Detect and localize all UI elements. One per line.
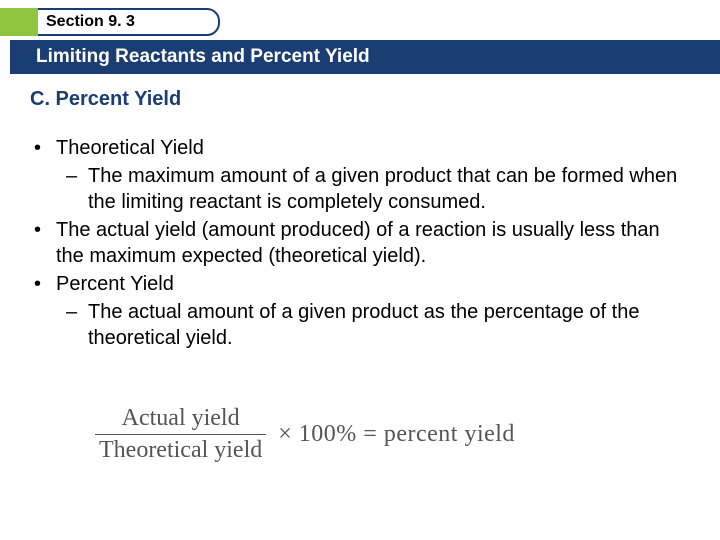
bullet-dot-icon: • [30,135,56,161]
slide: Section 9. 3 Limiting Reactants and Perc… [0,0,720,540]
bullet-dot-icon: • [30,271,56,297]
bullet-dash-icon: – [66,163,88,215]
formula-fraction: Actual yield Theoretical yield [95,405,266,464]
section-tab-label: Section 9. 3 [46,13,135,31]
slide-title: Limiting Reactants and Percent Yield [36,46,370,68]
bullet-dash-icon: – [66,299,88,351]
sub-bullet-text: The maximum amount of a given product th… [88,163,690,215]
sub-bullet-text: The actual amount of a given product as … [88,299,690,351]
bullet-text: Percent Yield [56,271,690,297]
bullet-item: • The actual yield (amount produced) of … [30,217,690,269]
title-bar: Limiting Reactants and Percent Yield [10,40,720,74]
bullet-dot-icon: • [30,217,56,269]
bullet-text: The actual yield (amount produced) of a … [56,217,690,269]
percent-yield-formula: Actual yield Theoretical yield × 100% = … [95,405,515,464]
section-tab-accent [0,8,38,36]
content-body: • Theoretical Yield – The maximum amount… [30,135,690,353]
subheading: C. Percent Yield [30,88,181,111]
bullet-text: Theoretical Yield [56,135,690,161]
bullet-item: • Theoretical Yield [30,135,690,161]
section-tab: Section 9. 3 [0,8,230,38]
formula-numerator: Actual yield [118,405,244,434]
sub-bullet-item: – The actual amount of a given product a… [66,299,690,351]
bullet-item: • Percent Yield [30,271,690,297]
formula-denominator: Theoretical yield [95,435,266,464]
sub-bullet-item: – The maximum amount of a given product … [66,163,690,215]
formula-rhs: × 100% = percent yield [278,421,515,448]
